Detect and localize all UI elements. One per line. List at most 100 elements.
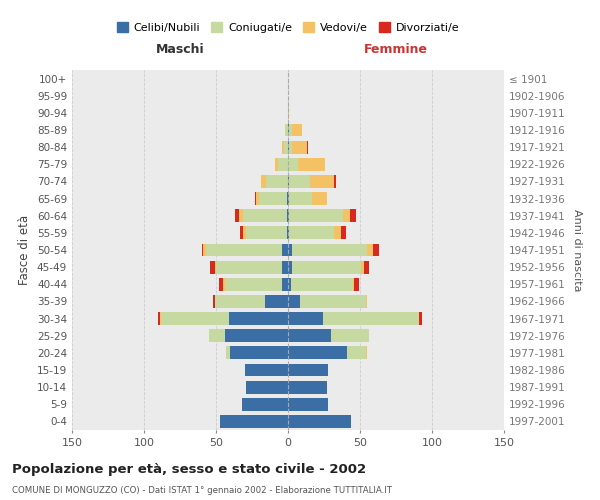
Bar	[241, 226, 244, 239]
Bar	[343, 210, 350, 222]
Bar	[213, 295, 215, 308]
Bar	[245, 364, 288, 376]
Bar	[220, 415, 288, 428]
Bar	[255, 192, 256, 205]
Bar	[278, 158, 288, 170]
Bar	[288, 226, 289, 239]
Bar	[259, 192, 287, 205]
Bar	[288, 210, 289, 222]
Bar	[288, 278, 291, 290]
Bar	[224, 278, 282, 290]
Bar	[158, 312, 160, 325]
Bar	[226, 346, 230, 360]
Bar	[288, 380, 327, 394]
Bar	[331, 330, 368, 342]
Bar	[288, 346, 347, 360]
Bar	[419, 312, 422, 325]
Text: Femmine: Femmine	[364, 44, 428, 57]
Bar	[288, 260, 292, 274]
Bar	[298, 158, 325, 170]
Bar	[310, 175, 334, 188]
Bar	[202, 244, 203, 256]
Bar	[341, 226, 346, 239]
Bar	[282, 140, 284, 153]
Bar	[334, 226, 341, 239]
Bar	[292, 124, 302, 136]
Bar	[289, 226, 334, 239]
Bar	[287, 226, 288, 239]
Bar	[288, 158, 298, 170]
Bar	[364, 260, 368, 274]
Bar	[323, 312, 419, 325]
Bar	[288, 175, 289, 188]
Bar	[161, 312, 229, 325]
Bar	[288, 244, 292, 256]
Bar	[288, 192, 289, 205]
Bar	[288, 106, 289, 120]
Bar	[215, 295, 265, 308]
Bar	[289, 210, 343, 222]
Bar	[219, 278, 223, 290]
Bar	[288, 295, 299, 308]
Bar	[292, 244, 367, 256]
Bar	[289, 140, 292, 153]
Bar	[160, 312, 161, 325]
Bar	[239, 210, 244, 222]
Bar	[289, 192, 313, 205]
Bar	[361, 260, 364, 274]
Bar	[275, 158, 278, 170]
Bar	[289, 124, 292, 136]
Y-axis label: Fasce di età: Fasce di età	[19, 215, 31, 285]
Bar	[216, 260, 282, 274]
Bar	[224, 330, 288, 342]
Bar	[299, 295, 366, 308]
Bar	[256, 192, 259, 205]
Bar	[373, 244, 379, 256]
Bar	[289, 175, 310, 188]
Bar	[210, 260, 215, 274]
Bar	[288, 124, 289, 136]
Legend: Celibi/Nubili, Coniugati/e, Vedovi/e, Divorziati/e: Celibi/Nubili, Coniugati/e, Vedovi/e, Di…	[112, 18, 464, 38]
Bar	[367, 244, 373, 256]
Bar	[265, 295, 288, 308]
Bar	[282, 260, 288, 274]
Text: Popolazione per età, sesso e stato civile - 2002: Popolazione per età, sesso e stato civil…	[12, 462, 366, 475]
Bar	[288, 398, 328, 410]
Bar	[307, 140, 308, 153]
Bar	[229, 312, 288, 325]
Text: COMUNE DI MONGUZZO (CO) - Dati ISTAT 1° gennaio 2002 - Elaborazione TUTTITALIA.I: COMUNE DI MONGUZZO (CO) - Dati ISTAT 1° …	[12, 486, 392, 495]
Bar	[206, 244, 282, 256]
Bar	[244, 226, 246, 239]
Bar	[350, 210, 356, 222]
Bar	[354, 278, 359, 290]
Bar	[334, 175, 335, 188]
Bar	[287, 210, 288, 222]
Bar	[366, 295, 367, 308]
Bar	[246, 380, 288, 394]
Bar	[209, 330, 224, 342]
Bar	[244, 210, 287, 222]
Bar	[242, 398, 288, 410]
Text: Maschi: Maschi	[155, 44, 205, 57]
Bar	[235, 210, 239, 222]
Bar	[292, 140, 307, 153]
Bar	[288, 415, 352, 428]
Bar	[366, 346, 367, 360]
Y-axis label: Anni di nascita: Anni di nascita	[572, 209, 582, 291]
Bar	[313, 192, 327, 205]
Bar	[223, 278, 224, 290]
Bar	[291, 278, 353, 290]
Bar	[353, 278, 354, 290]
Bar	[347, 346, 366, 360]
Bar	[282, 278, 288, 290]
Bar	[203, 244, 206, 256]
Bar	[288, 364, 328, 376]
Bar	[284, 140, 288, 153]
Bar	[260, 175, 266, 188]
Bar	[266, 175, 288, 188]
Bar	[215, 260, 216, 274]
Bar	[282, 244, 288, 256]
Bar	[292, 260, 361, 274]
Bar	[287, 192, 288, 205]
Bar	[288, 140, 289, 153]
